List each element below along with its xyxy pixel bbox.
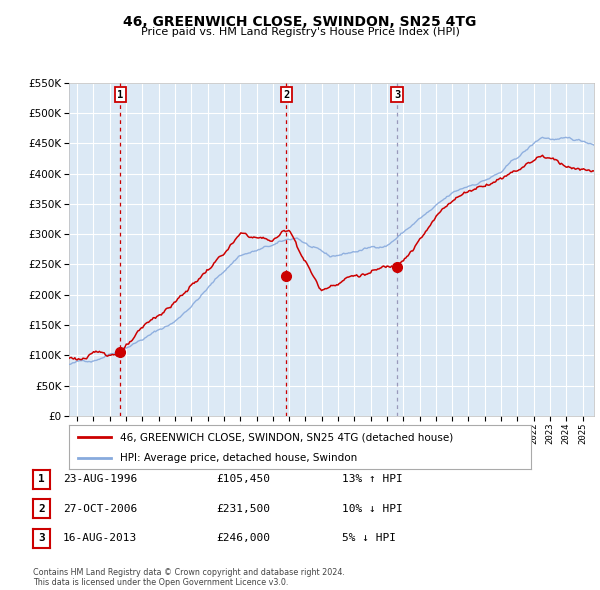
Text: £246,000: £246,000 bbox=[216, 533, 270, 543]
Text: Price paid vs. HM Land Registry's House Price Index (HPI): Price paid vs. HM Land Registry's House … bbox=[140, 27, 460, 37]
Text: Contains HM Land Registry data © Crown copyright and database right 2024.
This d: Contains HM Land Registry data © Crown c… bbox=[33, 568, 345, 587]
Text: 27-OCT-2006: 27-OCT-2006 bbox=[63, 504, 137, 513]
Text: 3: 3 bbox=[394, 90, 400, 100]
Text: 16-AUG-2013: 16-AUG-2013 bbox=[63, 533, 137, 543]
Text: HPI: Average price, detached house, Swindon: HPI: Average price, detached house, Swin… bbox=[120, 453, 357, 463]
Text: 5% ↓ HPI: 5% ↓ HPI bbox=[342, 533, 396, 543]
Text: 1: 1 bbox=[117, 90, 124, 100]
Text: 10% ↓ HPI: 10% ↓ HPI bbox=[342, 504, 403, 513]
Text: 46, GREENWICH CLOSE, SWINDON, SN25 4TG: 46, GREENWICH CLOSE, SWINDON, SN25 4TG bbox=[124, 15, 476, 29]
Text: £105,450: £105,450 bbox=[216, 474, 270, 484]
Text: 2: 2 bbox=[283, 90, 289, 100]
Text: £231,500: £231,500 bbox=[216, 504, 270, 513]
Text: 1: 1 bbox=[38, 474, 45, 484]
Text: 3: 3 bbox=[38, 533, 45, 543]
Text: 23-AUG-1996: 23-AUG-1996 bbox=[63, 474, 137, 484]
Text: 46, GREENWICH CLOSE, SWINDON, SN25 4TG (detached house): 46, GREENWICH CLOSE, SWINDON, SN25 4TG (… bbox=[120, 432, 453, 442]
Text: 2: 2 bbox=[38, 504, 45, 513]
Text: 13% ↑ HPI: 13% ↑ HPI bbox=[342, 474, 403, 484]
